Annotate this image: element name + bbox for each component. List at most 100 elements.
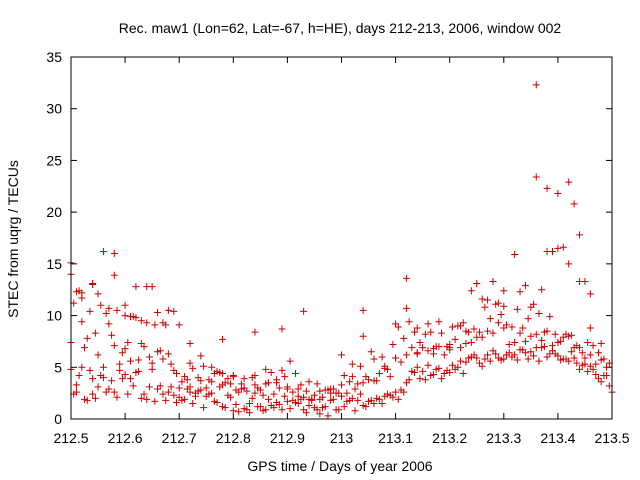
data-point	[551, 350, 559, 358]
data-point	[116, 360, 124, 368]
data-point	[148, 359, 156, 367]
data-point	[432, 365, 440, 373]
data-point	[473, 280, 481, 288]
data-point	[438, 375, 446, 383]
data-point	[354, 396, 362, 404]
data-point	[467, 287, 475, 295]
data-point	[248, 374, 256, 382]
data-point	[440, 351, 448, 359]
data-point	[527, 332, 535, 340]
data-point	[194, 387, 202, 395]
data-point	[316, 387, 324, 395]
data-point	[416, 338, 424, 346]
data-point	[83, 334, 91, 342]
data-point	[392, 354, 400, 362]
data-point	[505, 341, 513, 349]
data-point	[113, 306, 121, 314]
data-point	[91, 394, 99, 402]
data-point	[532, 81, 540, 89]
data-point	[292, 369, 300, 377]
data-point	[562, 330, 570, 338]
data-point	[408, 344, 416, 352]
data-point	[78, 318, 86, 326]
data-point	[511, 338, 519, 346]
data-point	[262, 365, 270, 373]
data-point	[294, 385, 302, 393]
data-point	[148, 365, 156, 373]
data-point	[221, 404, 229, 412]
data-point	[589, 342, 597, 350]
data-point	[78, 363, 86, 371]
data-point	[475, 359, 483, 367]
data-point	[532, 173, 540, 181]
data-point	[313, 380, 321, 388]
data-point	[75, 372, 83, 380]
data-point	[513, 305, 521, 313]
y-tick-label: 0	[54, 411, 62, 427]
data-point	[156, 347, 164, 355]
data-point	[340, 372, 348, 380]
data-point	[329, 395, 337, 403]
data-point	[554, 190, 562, 198]
data-point	[581, 277, 589, 285]
data-point	[413, 363, 421, 371]
data-point	[246, 399, 254, 407]
x-tick-label: 212.8	[216, 430, 251, 446]
data-point	[178, 396, 186, 404]
data-point	[99, 247, 107, 255]
data-point	[594, 349, 602, 357]
data-point	[278, 325, 286, 333]
data-point	[570, 200, 578, 208]
data-point	[81, 344, 89, 352]
data-point	[338, 381, 345, 389]
data-point	[419, 344, 427, 352]
data-point	[208, 363, 216, 371]
data-point	[413, 324, 421, 332]
data-point	[486, 315, 494, 323]
data-point	[110, 271, 118, 279]
data-point	[297, 381, 305, 389]
data-point	[164, 388, 172, 396]
data-point	[94, 383, 102, 391]
chart-title: Rec. maw1 (Lon=62, Lat=-67, h=HE), days …	[119, 20, 562, 36]
data-point	[448, 361, 456, 369]
data-point	[397, 358, 405, 366]
data-point	[494, 299, 502, 307]
data-point	[521, 282, 529, 290]
data-point	[145, 353, 153, 361]
data-point	[302, 387, 310, 395]
data-point	[159, 355, 167, 363]
data-point	[302, 409, 310, 417]
data-point	[478, 295, 486, 303]
data-point	[603, 363, 611, 371]
data-point	[416, 375, 424, 383]
data-point	[110, 250, 118, 258]
data-point	[421, 330, 429, 338]
data-point	[570, 354, 578, 362]
data-point	[462, 327, 470, 335]
data-point	[170, 391, 178, 399]
data-point	[102, 388, 110, 396]
data-point	[419, 367, 427, 375]
data-point	[254, 403, 262, 411]
data-point	[457, 344, 465, 352]
x-tick-label: 212.6	[108, 430, 143, 446]
data-point	[511, 251, 519, 259]
data-point	[348, 373, 356, 381]
data-point	[132, 283, 140, 291]
data-point	[394, 395, 402, 403]
data-point	[554, 244, 562, 252]
data-point	[135, 356, 143, 364]
data-point	[373, 377, 381, 385]
data-point	[516, 329, 524, 337]
data-point	[264, 395, 272, 403]
plot-frame	[70, 56, 613, 420]
data-point	[229, 372, 237, 380]
data-point	[540, 343, 548, 351]
data-points	[67, 81, 616, 420]
x-tick-label: 213.2	[432, 430, 467, 446]
data-point	[205, 376, 213, 384]
data-point	[584, 367, 592, 375]
data-point	[467, 338, 475, 346]
data-point	[589, 365, 597, 373]
